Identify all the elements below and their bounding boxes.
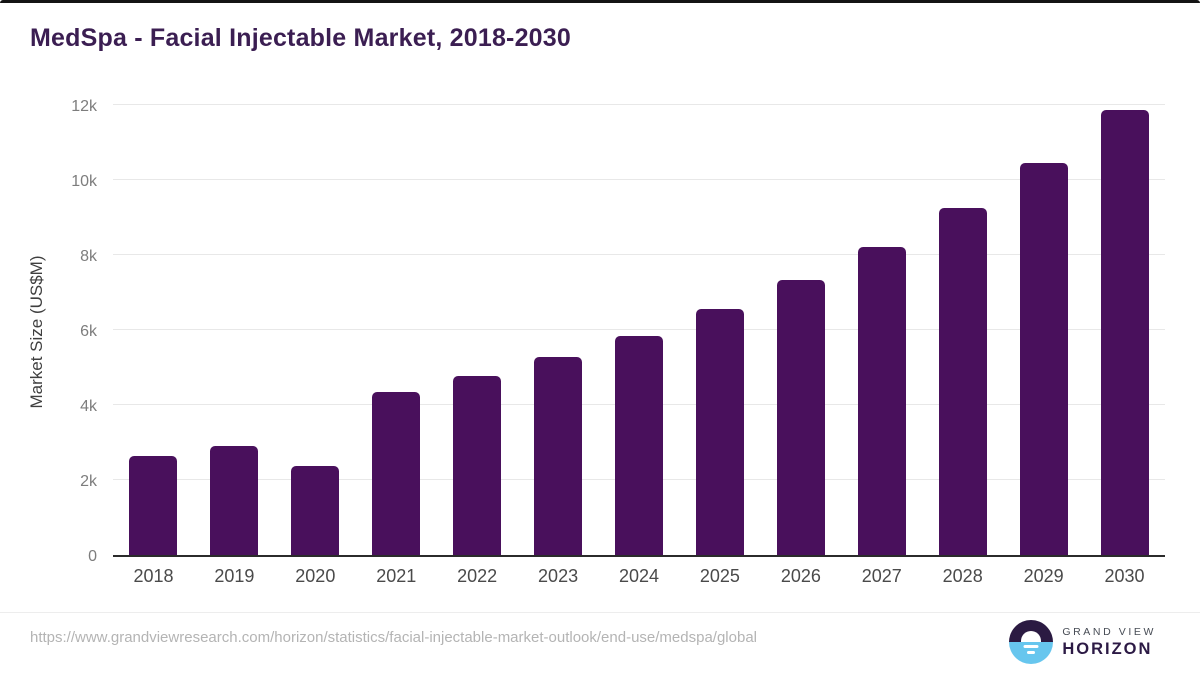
bar-slot <box>599 107 680 555</box>
y-tick-label: 0 <box>88 548 97 565</box>
x-axis-label: 2028 <box>942 566 983 586</box>
logo-dome-shape <box>1021 631 1042 642</box>
bar-2022 <box>453 376 502 555</box>
y-tick-label: 12k <box>71 98 97 115</box>
top-border <box>0 0 1200 3</box>
y-tick-label: 2k <box>80 473 97 490</box>
bar-2019 <box>210 446 259 555</box>
x-axis-label: 2022 <box>457 566 498 586</box>
bar-slot <box>841 107 922 555</box>
gridline <box>113 104 1165 105</box>
x-axis-label: 2026 <box>780 566 821 586</box>
footer: https://www.grandviewresearch.com/horizo… <box>0 612 1200 675</box>
bar-series <box>113 107 1165 555</box>
source-url: https://www.grandviewresearch.com/horizo… <box>30 629 758 646</box>
x-axis-label: 2027 <box>861 566 902 586</box>
x-axis-label: 2019 <box>214 566 255 586</box>
bar-2026 <box>776 280 825 555</box>
chart-title: MedSpa - Facial Injectable Market, 2018-… <box>30 24 571 52</box>
x-axis-label: 2023 <box>538 566 579 586</box>
brand-name-bottom: HORIZON <box>1062 639 1153 658</box>
brand-logo: GRAND VIEW HORIZON <box>1009 620 1156 664</box>
logo-text: GRAND VIEW HORIZON <box>1062 626 1156 659</box>
bar-2023 <box>534 357 583 555</box>
x-axis-label: 2029 <box>1023 566 1064 586</box>
bar-2025 <box>695 309 744 555</box>
bar-2028 <box>938 208 987 555</box>
bar-slot <box>679 107 760 555</box>
bar-2030 <box>1100 109 1149 555</box>
gridline <box>113 254 1165 255</box>
bar-2018 <box>129 455 178 555</box>
x-axis-label: 2030 <box>1104 566 1145 586</box>
bar-slot <box>356 107 437 555</box>
logo-reflection-bar <box>1027 651 1036 655</box>
bar-2021 <box>372 392 421 555</box>
bar-2029 <box>1019 162 1068 555</box>
plot-area <box>113 104 1165 557</box>
brand-name-top: GRAND VIEW <box>1062 625 1156 638</box>
horizon-sun-icon <box>1009 620 1054 664</box>
bar-slot <box>275 107 356 555</box>
x-axis-label: 2024 <box>618 566 660 586</box>
bar-slot <box>437 107 518 555</box>
x-axis-labels: 2018 2019 2020 2021 2022 2023 2024 2025 2026 2027… <box>113 566 1165 587</box>
bar-2024 <box>614 335 663 555</box>
y-tick-label: 6k <box>80 323 97 340</box>
bar-2027 <box>857 247 906 555</box>
bar-slot <box>922 107 1003 555</box>
gridline <box>113 179 1165 180</box>
x-axis-label: 2025 <box>699 566 740 586</box>
x-axis-label: 2021 <box>376 566 417 586</box>
logo-reflection-bar <box>1023 645 1039 649</box>
bar-slot <box>760 107 841 555</box>
bar-slot <box>1003 107 1084 555</box>
bar-slot <box>1084 107 1165 555</box>
bar-slot <box>194 107 275 555</box>
x-axis-label: 2018 <box>133 566 174 586</box>
y-axis-tick-labels: 0 2k 4k 6k 8k 10k 12k <box>0 98 97 565</box>
bar-2020 <box>291 466 340 555</box>
bar-slot <box>113 107 194 555</box>
x-axis-label: 2020 <box>295 566 336 586</box>
bar-slot <box>518 107 599 555</box>
y-tick-label: 4k <box>80 398 97 415</box>
y-tick-label: 8k <box>80 248 97 265</box>
gridline <box>113 329 1165 330</box>
y-tick-label: 10k <box>71 173 97 190</box>
